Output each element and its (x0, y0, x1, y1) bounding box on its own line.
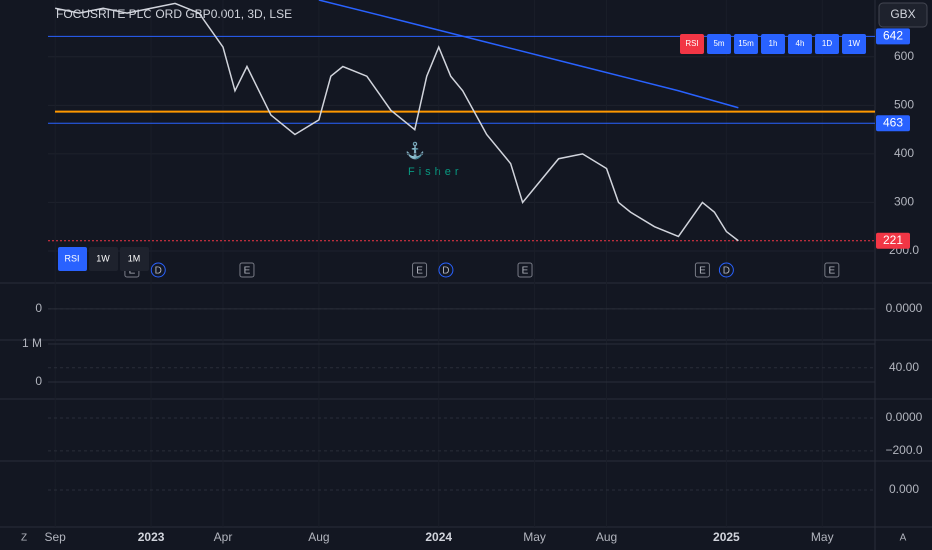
event-label[interactable]: E (416, 266, 423, 277)
y-tick-label: 500 (894, 98, 914, 112)
button[interactable] (680, 34, 704, 54)
panel-tick-label: 40.00 (889, 360, 919, 374)
panel-left-tick-label: 0 (35, 301, 42, 315)
price-line (318, 0, 739, 109)
event-label[interactable]: D (723, 266, 730, 277)
x-tick-label: Aug (308, 530, 329, 544)
button[interactable] (815, 34, 839, 54)
panel-tick-label: −200.0 (885, 443, 922, 457)
event-marker[interactable] (412, 262, 428, 278)
button[interactable] (734, 34, 758, 54)
event-label[interactable]: E (522, 266, 529, 277)
button-label[interactable]: 15m (738, 39, 754, 48)
button-label[interactable]: 1h (769, 39, 778, 48)
x-tick-label: Aug (596, 530, 617, 544)
panel-tick-label: 0.0000 (886, 410, 923, 424)
x-tick-label: May (523, 530, 546, 544)
annotation: Fisher (408, 166, 463, 178)
button[interactable] (761, 34, 785, 54)
chart-title: FOCUSRITE PLC ORD GBP0.001, 3D, LSE (56, 7, 292, 21)
y-tick-label: 400 (894, 146, 914, 160)
event-label[interactable]: E (244, 266, 251, 277)
range-button[interactable] (58, 247, 87, 271)
range-button-label[interactable]: 1W (96, 253, 110, 263)
button[interactable] (707, 34, 731, 54)
currency[interactable]: GBX (890, 7, 915, 21)
x-tick-label: 2025 (713, 530, 740, 544)
anchor-icon: ⚓ (405, 141, 425, 160)
event-marker[interactable] (517, 262, 533, 278)
level-box (876, 115, 910, 132)
event-marker[interactable] (239, 262, 255, 278)
level-label: 642 (883, 29, 903, 43)
x-tick-label: 2024 (425, 530, 452, 544)
price-line (55, 2, 739, 242)
event-marker[interactable] (150, 262, 166, 278)
x-tick-label: Sep (45, 530, 67, 544)
level-label: 221 (883, 233, 903, 247)
event-marker[interactable] (694, 262, 710, 278)
range-button[interactable] (120, 247, 149, 271)
panel-left-tick-label: 1 M (22, 336, 42, 350)
event-label[interactable]: E (829, 266, 836, 277)
x-tick-label: May (811, 530, 834, 544)
panel-left-tick-label: 0 (35, 374, 42, 388)
panel-tick-label: 0.000 (889, 482, 919, 496)
event-marker[interactable] (824, 262, 840, 278)
level-label: 463 (883, 115, 903, 129)
y-tick-label: 600 (894, 49, 914, 63)
currency-button[interactable] (878, 2, 928, 28)
event-label[interactable]: E (699, 266, 706, 277)
button[interactable] (842, 34, 866, 54)
event-label[interactable]: D (442, 266, 449, 277)
button-label[interactable]: 1D (822, 39, 832, 48)
y-tick-label: 300 (894, 195, 914, 209)
button-label[interactable]: RSI (685, 39, 698, 48)
level-box (876, 28, 910, 45)
range-button[interactable] (89, 247, 118, 271)
button[interactable] (788, 34, 812, 54)
button-label[interactable]: 4h (796, 39, 805, 48)
range-button-label[interactable]: RSI (64, 253, 79, 263)
corner-label[interactable]: A (900, 533, 907, 544)
panel-tick-label: 0.0000 (886, 301, 923, 315)
event-label[interactable]: E (129, 266, 136, 277)
event-marker[interactable] (718, 262, 734, 278)
button-label[interactable]: 5m (713, 39, 724, 48)
button-label[interactable]: 1W (848, 39, 860, 48)
event-label[interactable]: D (155, 266, 162, 277)
range-button-label[interactable]: 1M (128, 253, 141, 263)
level-box (876, 232, 910, 249)
x-tick-label: 2023 (138, 530, 165, 544)
event-marker[interactable] (438, 262, 454, 278)
x-tick-label: Apr (214, 530, 233, 544)
corner-label[interactable]: Z (21, 533, 27, 544)
